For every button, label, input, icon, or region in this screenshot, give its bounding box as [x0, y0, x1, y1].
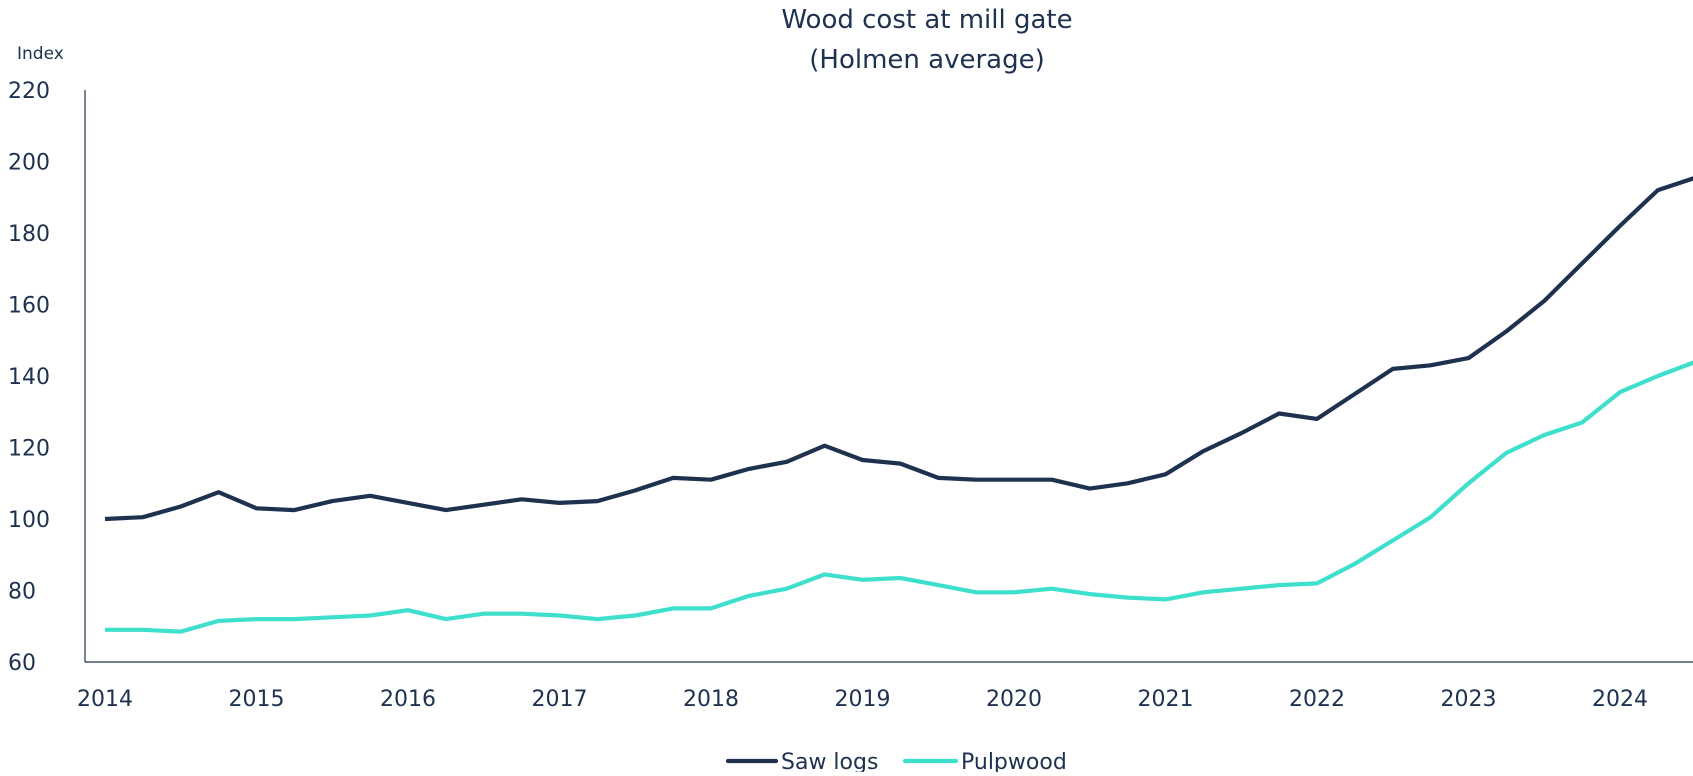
x-tick-label: 2024 — [1592, 687, 1648, 712]
x-tick-label: 2015 — [229, 687, 285, 712]
y-tick-label: 100 — [8, 508, 50, 533]
chart-title: Wood cost at mill gate — [781, 5, 1072, 35]
y-tick-label: 220 — [8, 79, 50, 104]
y-tick-label: 180 — [8, 222, 50, 247]
x-tick-label: 2021 — [1138, 687, 1194, 712]
x-tick-label: 2019 — [835, 687, 891, 712]
y-axis-label: Index — [17, 44, 64, 64]
legend: Saw logs Pulpwood — [725, 750, 1067, 775]
legend-label: Pulpwood — [961, 750, 1067, 772]
series-layer — [104, 176, 1693, 634]
x-tick-label: 2018 — [683, 687, 739, 712]
y-tick-label: 140 — [8, 365, 50, 390]
x-tick-label: 2014 — [77, 687, 133, 712]
axes: 60 80 100 120 140 160 180 200 220 2014 2015 2016 201… — [8, 79, 1693, 712]
x-tick-label: 2022 — [1289, 687, 1345, 712]
y-tick-label: 60 — [8, 651, 36, 676]
x-tick-label: 2017 — [532, 687, 588, 712]
y-tick-label: 80 — [8, 580, 36, 605]
series-line-pulpwood — [105, 360, 1693, 634]
y-tick-label: 160 — [8, 294, 50, 319]
x-tick-label: 2020 — [986, 687, 1042, 712]
series-line-saw-logs — [104, 176, 1693, 522]
y-tick-label: 120 — [8, 437, 50, 462]
chart-subtitle: (Holmen average) — [809, 45, 1044, 75]
x-tick-label: 2023 — [1441, 687, 1497, 712]
legend-label: Saw logs — [781, 750, 878, 772]
x-tick-label: 2016 — [380, 687, 436, 712]
y-tick-label: 200 — [8, 151, 50, 176]
